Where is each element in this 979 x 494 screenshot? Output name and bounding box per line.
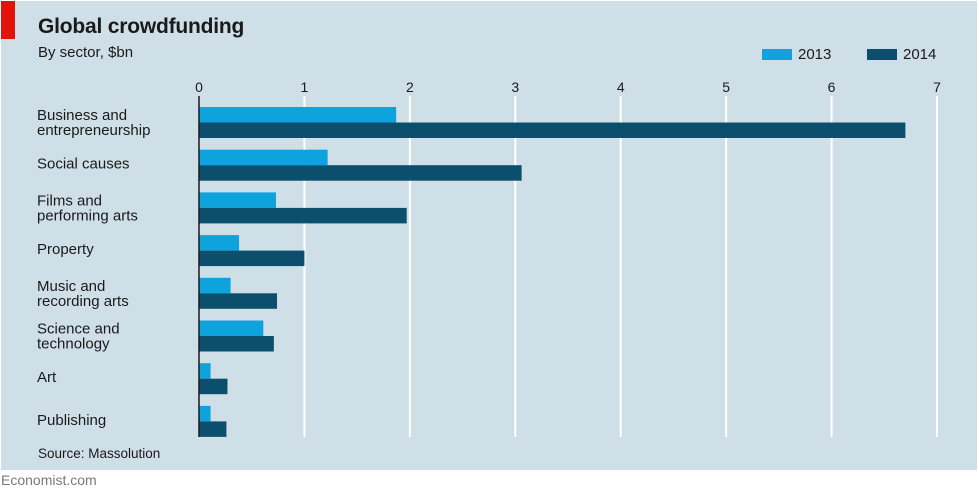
category-label-line: entrepreneurship xyxy=(37,122,150,139)
legend-label-2014: 2014 xyxy=(903,46,937,63)
bar-2013-5 xyxy=(199,320,264,336)
source-note: Source: Massolution xyxy=(38,446,161,461)
category-label-line: Property xyxy=(37,241,94,258)
bar-2014-5 xyxy=(199,336,274,352)
category-label-line: Publishing xyxy=(37,412,106,429)
brand-red-tag xyxy=(1,1,15,39)
bar-chart: 0 1 2 3 4 5 6 7 Business and entrepreneurship Soci… xyxy=(37,79,941,437)
x-tick-label-4: 4 xyxy=(617,79,625,95)
category-label-line: technology xyxy=(37,336,110,353)
category-label-line: Science and xyxy=(37,321,120,338)
legend-swatch-2013 xyxy=(762,49,792,60)
category-label-1: Social causes xyxy=(37,156,130,173)
bar-2014-1 xyxy=(199,165,522,181)
category-label-line: Films and xyxy=(37,192,102,209)
bar-2013-6 xyxy=(199,363,211,379)
bar-2014-4 xyxy=(199,293,278,309)
chart-panel: Global crowdfunding By sector, $bn 2013 … xyxy=(1,1,977,470)
x-tick-label-6: 6 xyxy=(828,79,836,95)
bar-2014-6 xyxy=(199,378,228,395)
x-tick-label-2: 2 xyxy=(406,79,414,95)
legend-label-2013: 2013 xyxy=(798,46,832,63)
bar-2014-7 xyxy=(199,421,227,437)
bar-2013-7 xyxy=(199,405,211,422)
chart-subtitle: By sector, $bn xyxy=(38,44,134,61)
bar-2014-0 xyxy=(199,122,906,138)
bar-2013-3 xyxy=(199,235,240,251)
category-label-line: Art xyxy=(37,369,57,386)
category-label-7: Publishing xyxy=(37,412,106,429)
category-label-line: Business and xyxy=(37,107,127,124)
chart-title: Global crowdfunding xyxy=(38,15,245,38)
category-label-0: Business and entrepreneurship xyxy=(37,107,150,139)
x-tick-label-5: 5 xyxy=(722,79,730,95)
category-label-4: Music and recording arts xyxy=(37,278,129,310)
x-tick-label-0: 0 xyxy=(195,79,203,95)
bar-2013-4 xyxy=(199,277,231,294)
category-label-line: performing arts xyxy=(37,207,138,224)
category-label-line: Social causes xyxy=(37,156,130,173)
brand-footer: Economist.com xyxy=(1,472,97,488)
legend-swatch-2014 xyxy=(867,49,897,60)
category-label-6: Art xyxy=(37,369,57,386)
x-tick-label-7: 7 xyxy=(933,79,941,95)
category-label-2: Films and performing arts xyxy=(37,192,138,224)
legend-item-2013: 2013 xyxy=(762,46,831,63)
category-label-line: recording arts xyxy=(37,293,129,310)
x-tick-label-1: 1 xyxy=(301,79,309,95)
bar-2013-2 xyxy=(199,192,276,208)
category-label-line: Music and xyxy=(37,278,105,295)
bar-2013-0 xyxy=(199,107,397,123)
bar-2014-3 xyxy=(199,250,305,267)
category-label-3: Property xyxy=(37,241,94,258)
x-tick-label-3: 3 xyxy=(511,79,519,95)
bar-2014-2 xyxy=(199,207,407,224)
category-label-5: Science and technology xyxy=(37,321,120,353)
bar-2013-1 xyxy=(199,149,328,166)
legend-item-2014: 2014 xyxy=(867,46,936,63)
